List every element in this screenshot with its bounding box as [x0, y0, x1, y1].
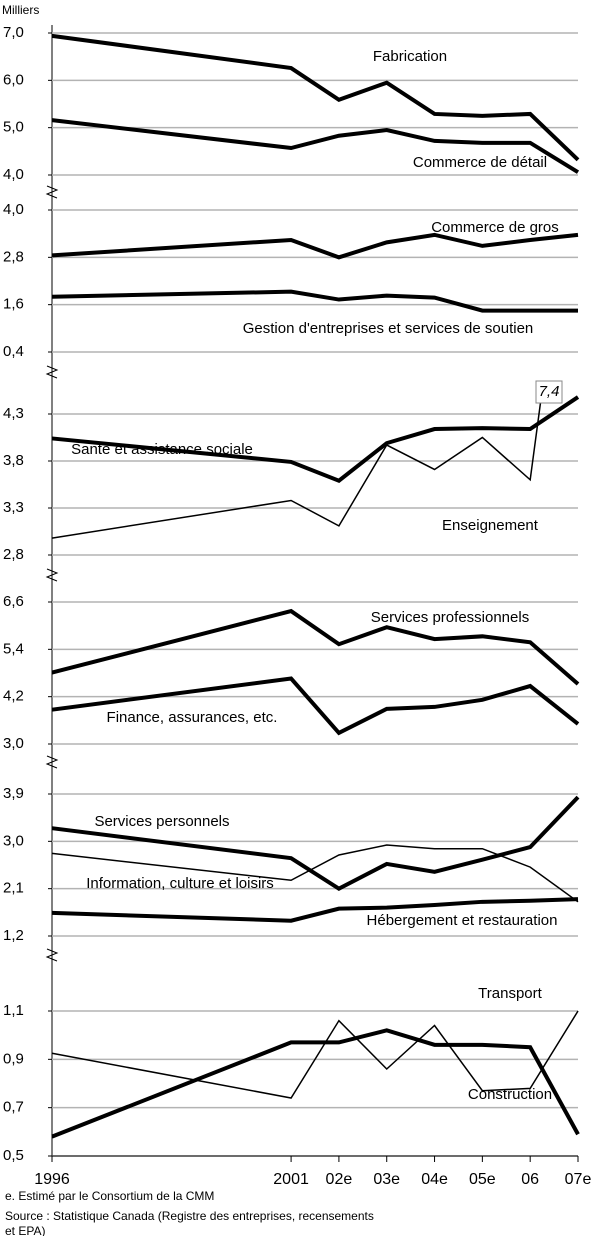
- x-tick-label: 03e: [373, 1171, 400, 1188]
- series-label: Commerce de détail: [413, 154, 547, 171]
- y-tick-label: 3,8: [3, 452, 24, 469]
- x-tick-label: 02e: [326, 1171, 353, 1188]
- annotation-box: [535, 380, 563, 404]
- y-tick-label: 4,3: [3, 405, 24, 422]
- y-tick-label: 7,0: [3, 24, 24, 41]
- series-line: [51, 608, 580, 686]
- x-tick-label: 07e: [565, 1171, 592, 1188]
- y-tick-label: 4,0: [3, 166, 24, 183]
- x-tick-label: 2001: [273, 1171, 309, 1188]
- source: Source : Statistique Canada (Registre de…: [5, 1209, 374, 1223]
- series-line: [51, 289, 578, 313]
- x-tick-label: 1996: [34, 1171, 70, 1188]
- series-label: Hébergement et restauration: [367, 912, 558, 929]
- y-tick-label: 0,4: [3, 343, 24, 360]
- y-tick-label: 2,8: [3, 546, 24, 563]
- series-line: [51, 395, 580, 484]
- y-tick-label: 0,9: [3, 1050, 24, 1067]
- y-tick-label: 3,0: [3, 832, 24, 849]
- y-tick-label: 3,0: [3, 735, 24, 752]
- series-line: [51, 118, 580, 174]
- x-tick-label: 05e: [469, 1171, 496, 1188]
- x-tick-label: 06: [521, 1171, 539, 1188]
- series-line: [51, 897, 579, 923]
- y-tick-label: 1,1: [3, 1002, 24, 1019]
- series-line: [51, 33, 580, 162]
- series-label: Santé et assistance sociale: [71, 441, 253, 458]
- y-axis-label: Milliers: [2, 3, 39, 17]
- series-label: Gestion d'entreprises et services de sou…: [243, 320, 534, 337]
- y-tick-label: 0,7: [3, 1099, 24, 1116]
- y-tick-label: 2,8: [3, 248, 24, 265]
- series-line: [51, 676, 580, 736]
- x-tick-label: 04e: [421, 1171, 448, 1188]
- source: et EPA): [5, 1224, 45, 1236]
- series-label: Information, culture et loisirs: [86, 875, 274, 892]
- series-line: [51, 795, 580, 891]
- y-tick-label: 3,9: [3, 785, 24, 802]
- y-tick-label: 1,2: [3, 927, 24, 944]
- series-label: Fabrication: [373, 48, 447, 65]
- y-tick-label: 6,6: [3, 593, 24, 610]
- series-line: [51, 1028, 580, 1139]
- y-tick-label: 4,0: [3, 201, 24, 218]
- series-line: [51, 232, 579, 260]
- data-label: 7,4: [539, 383, 560, 400]
- series-line: [51, 1010, 579, 1099]
- y-tick-label: 5,0: [3, 119, 24, 136]
- series-label: Services personnels: [94, 813, 229, 830]
- series-label: Commerce de gros: [431, 219, 559, 236]
- series-line: [51, 394, 543, 539]
- y-tick-label: 6,0: [3, 71, 24, 88]
- series-line: [51, 844, 579, 903]
- series-label: Services professionnels: [371, 609, 529, 626]
- series-label: Finance, assurances, etc.: [107, 709, 278, 726]
- series-label: Enseignement: [442, 517, 539, 534]
- y-tick-label: 2,1: [3, 880, 24, 897]
- series-label: Transport: [478, 985, 542, 1002]
- y-tick-label: 4,2: [3, 688, 24, 705]
- series-label: Construction: [468, 1086, 552, 1103]
- footnote: e. Estimé par le Consortium de la CMM: [5, 1189, 214, 1203]
- y-tick-label: 5,4: [3, 640, 24, 657]
- y-tick-label: 0,5: [3, 1147, 24, 1164]
- y-tick-label: 1,6: [3, 296, 24, 313]
- y-tick-label: 3,3: [3, 499, 24, 516]
